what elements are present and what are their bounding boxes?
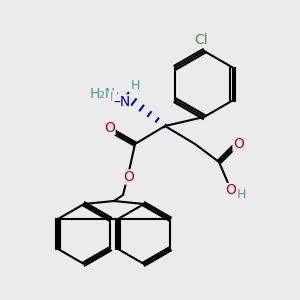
Text: Cl: Cl (194, 34, 208, 47)
Text: H: H (130, 79, 140, 92)
Text: O: O (233, 137, 244, 151)
Text: O: O (124, 170, 134, 184)
Text: O: O (104, 121, 115, 134)
Text: –N: –N (113, 95, 130, 109)
Text: H₂N: H₂N (89, 88, 116, 101)
Text: O: O (226, 184, 236, 197)
Text: H: H (237, 188, 246, 202)
Text: H: H (109, 91, 119, 104)
